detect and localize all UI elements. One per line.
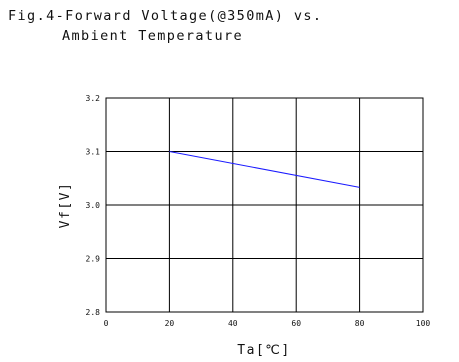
x-tick-label: 20 xyxy=(165,319,175,328)
plot-frame xyxy=(105,97,424,313)
y-tick-label: 3.1 xyxy=(86,148,101,157)
y-tick-label: 3.0 xyxy=(86,201,101,210)
chart-title-line-2: Ambient Temperature xyxy=(62,28,244,44)
y-axis-label: Vf[V] xyxy=(58,182,73,229)
y-tick-label: 2.9 xyxy=(86,255,101,264)
y-tick-label: 2.8 xyxy=(86,308,101,317)
x-tick-labels: 0 20 40 60 80 100 xyxy=(104,319,431,328)
series-layer xyxy=(169,151,360,188)
x-tick-label: 60 xyxy=(291,319,301,328)
x-tick-label: 0 xyxy=(104,319,109,328)
x-axis-label: Ta[℃] xyxy=(237,343,290,358)
x-tick-label: 40 xyxy=(228,319,238,328)
x-tick-label: 100 xyxy=(416,319,431,328)
x-tick-label: 80 xyxy=(355,319,365,328)
chart-title-line-1: Fig.4-Forward Voltage(@350mA) vs. xyxy=(8,8,323,24)
grid xyxy=(106,98,423,312)
y-tick-label: 3.2 xyxy=(86,94,101,103)
y-tick-labels: 2.8 2.9 3.0 3.1 3.2 xyxy=(86,94,101,317)
series-line xyxy=(169,151,360,188)
